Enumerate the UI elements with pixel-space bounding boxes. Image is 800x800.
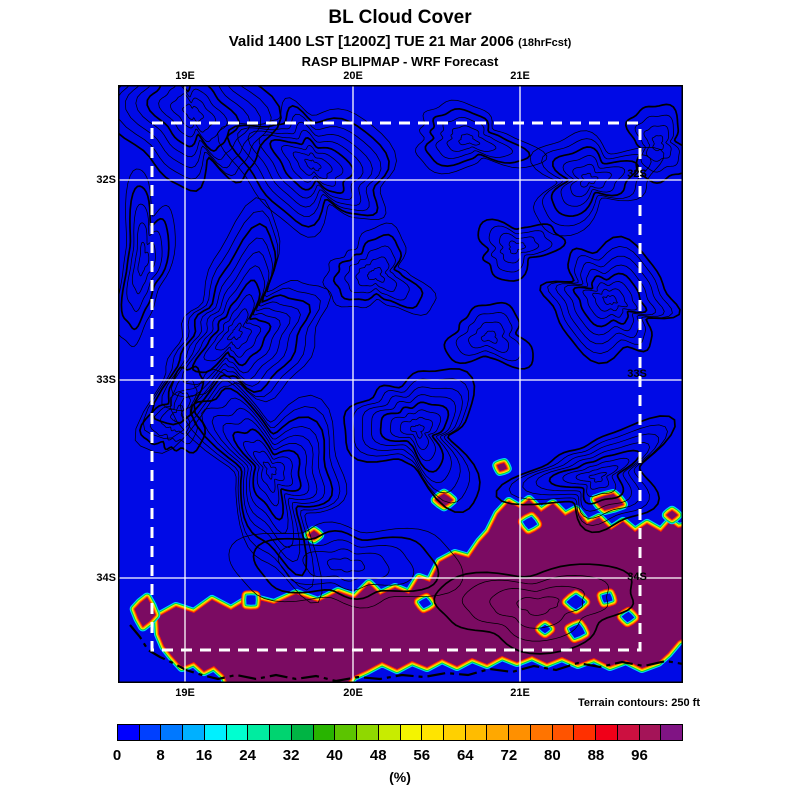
colorbar-tick-72: 72 [500, 747, 518, 764]
colorbar-tick-16: 16 [195, 747, 213, 764]
lon-label-top-19E: 19E [175, 70, 195, 82]
lon-label-bottom-20E: 20E [343, 687, 363, 699]
page-title: BL Cloud Cover [328, 7, 472, 28]
colorbar-cell-76 [529, 725, 552, 740]
colorbar [117, 724, 683, 741]
cloud-cover-map [118, 85, 683, 683]
colorbar-cell-88 [595, 725, 617, 740]
header: BL Cloud Cover Valid 1400 LST [1200Z] TU… [0, 7, 800, 70]
colorbar-cell-44 [356, 725, 378, 740]
colorbar-cell-8 [160, 725, 183, 740]
forecast-hour-note: (18hrFcst) [518, 36, 572, 49]
colorbar-cell-16 [203, 725, 226, 740]
colorbar-tick-80: 80 [544, 747, 561, 764]
colorbar-tick-96: 96 [631, 747, 648, 764]
colorbar-tick-32: 32 [282, 747, 300, 764]
colorbar-cell-72 [508, 725, 530, 740]
valid-time-line: Valid 1400 LST [1200Z] TUE 21 Mar 2006 (… [0, 33, 800, 50]
colorbar-cell-12 [182, 725, 204, 740]
colorbar-cell-36 [312, 725, 335, 740]
colorbar-cell-84 [573, 725, 596, 740]
colorbar-cell-80 [551, 725, 574, 740]
colorbar-tick-88: 88 [587, 747, 605, 764]
latlon-grid [118, 85, 683, 683]
colorbar-tick-56: 56 [413, 747, 431, 764]
colorbar-cell-28 [269, 725, 291, 740]
valid-time-text: Valid 1400 LST [1200Z] TUE 21 Mar 2006 [228, 32, 514, 50]
colorbar-tick-24: 24 [239, 747, 256, 764]
coastline [129, 624, 683, 683]
lat-label-left-33S: 33S [96, 374, 116, 386]
model-domain-dashed-box [150, 121, 642, 652]
colorbar-cell-92 [616, 725, 639, 740]
terrain-contours [118, 85, 683, 655]
lon-label-top-20E: 20E [343, 70, 363, 82]
colorbar-unit: (%) [389, 769, 411, 785]
colorbar-tick-0: 0 [112, 747, 122, 764]
lon-label-bottom-19E: 19E [175, 687, 195, 699]
colorbar-cell-96 [638, 725, 661, 740]
lon-label-top-21E: 21E [510, 70, 530, 82]
colorbar-cell-40 [334, 725, 357, 740]
colorbar-cell-48 [377, 725, 400, 740]
colorbar-cell-20 [225, 725, 248, 740]
terrain-contours-note: Terrain contours: 250 ft [577, 697, 700, 709]
colorbar-cell-52 [399, 725, 422, 740]
colorbar-tick-64: 64 [456, 747, 474, 764]
colorbar-cell-4 [138, 725, 161, 740]
lat-label-left-32S: 32S [96, 174, 116, 186]
colorbar-cell-32 [290, 725, 313, 740]
colorbar-cell-100 [660, 725, 683, 740]
colorbar-tick-48: 48 [369, 747, 387, 764]
lat-label-left-34S: 34S [96, 572, 116, 584]
colorbar-cell-56 [421, 725, 444, 740]
colorbar-cell-60 [443, 725, 465, 740]
colorbar-cell-68 [486, 725, 509, 740]
colorbar-cell-64 [464, 725, 487, 740]
colorbar-tick-40: 40 [326, 747, 344, 764]
map-frame [118, 85, 683, 683]
colorbar-cell-0 [118, 725, 139, 740]
colorbar-tick-8: 8 [156, 747, 165, 764]
colorbar-cell-24 [247, 725, 270, 740]
model-name-line: RASP BLIPMAP - WRF Forecast [301, 54, 499, 70]
